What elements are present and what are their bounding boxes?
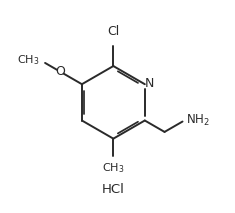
Text: Cl: Cl: [107, 25, 119, 38]
Text: CH$_3$: CH$_3$: [17, 53, 39, 67]
Text: N: N: [145, 77, 154, 90]
Text: CH$_3$: CH$_3$: [102, 161, 125, 175]
Text: HCl: HCl: [102, 183, 125, 196]
Text: NH$_2$: NH$_2$: [186, 113, 209, 128]
Text: O: O: [55, 65, 65, 78]
